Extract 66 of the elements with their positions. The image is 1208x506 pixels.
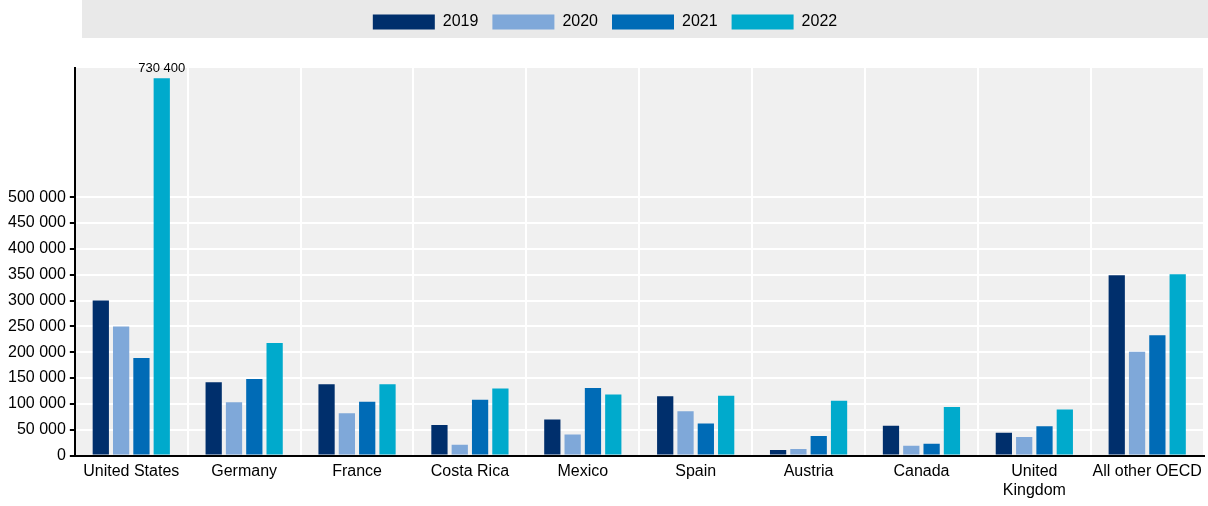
bar: [544, 419, 561, 455]
bar: [1036, 426, 1053, 455]
legend-label: 2022: [801, 12, 838, 30]
x-tick-label: United Kingdom: [1002, 461, 1066, 498]
y-tick-label: 350 000: [7, 265, 66, 283]
legend-label: 2019: [442, 12, 479, 30]
bar: [657, 396, 674, 455]
x-tick-label: United States: [83, 461, 180, 479]
bar: [379, 384, 396, 455]
bar: [1056, 409, 1073, 455]
bar: [790, 448, 807, 455]
y-tick-label: 200 000: [7, 342, 66, 360]
legend-label: 2020: [562, 12, 599, 30]
bar: [451, 444, 468, 455]
bar: [266, 342, 283, 455]
y-tick-label: 100 000: [7, 394, 66, 412]
y-tick-label: 500 000: [7, 187, 66, 205]
y-tick-label: 300 000: [7, 290, 66, 308]
legend-label: 2021: [682, 12, 718, 30]
bar: [246, 379, 263, 455]
bar: [318, 384, 335, 455]
bar: [359, 401, 376, 455]
bar: [1108, 275, 1125, 455]
x-tick-label: Spain: [675, 461, 717, 479]
bar: [492, 388, 509, 455]
bar: [677, 411, 694, 455]
bar: [471, 399, 489, 455]
bar: [1169, 274, 1186, 455]
bar: [923, 443, 940, 455]
x-tick-label: Germany: [211, 461, 278, 479]
bar: [92, 300, 109, 455]
bar: [153, 78, 170, 455]
bar: [225, 402, 243, 455]
bar: [810, 435, 827, 455]
y-tick-label: 0: [56, 446, 66, 464]
x-tick-label: Mexico: [557, 461, 609, 479]
y-tick-label: 250 000: [7, 316, 66, 334]
bar: [903, 445, 920, 455]
bar: [718, 395, 735, 455]
x-tick-label: Austria: [783, 461, 834, 479]
bar: [133, 357, 150, 455]
bar: [564, 434, 581, 455]
y-tick-label: 450 000: [7, 213, 66, 231]
bar: [943, 407, 961, 455]
bar: [1149, 335, 1166, 455]
data-label: 730 400: [138, 60, 186, 76]
bar: [584, 387, 602, 455]
bar: [697, 423, 714, 455]
y-tick-label: 50 000: [16, 420, 66, 438]
x-tick-label: Canada: [893, 461, 950, 479]
bar: [1128, 351, 1146, 455]
x-tick-label: Costa Rica: [430, 461, 510, 479]
bar: [605, 394, 622, 455]
bar: [830, 400, 848, 455]
y-tick-label: 400 000: [7, 239, 66, 257]
x-tick-label: France: [332, 461, 383, 479]
y-tick-label: 150 000: [7, 368, 66, 386]
bar: [995, 432, 1012, 455]
bar: [205, 382, 222, 455]
bar: [1016, 437, 1033, 455]
bar: [769, 449, 787, 455]
bar: [112, 326, 130, 455]
bar: [882, 425, 900, 455]
bar: [431, 425, 448, 455]
bar: [338, 413, 356, 455]
x-tick-label: All other OECD: [1092, 461, 1202, 479]
